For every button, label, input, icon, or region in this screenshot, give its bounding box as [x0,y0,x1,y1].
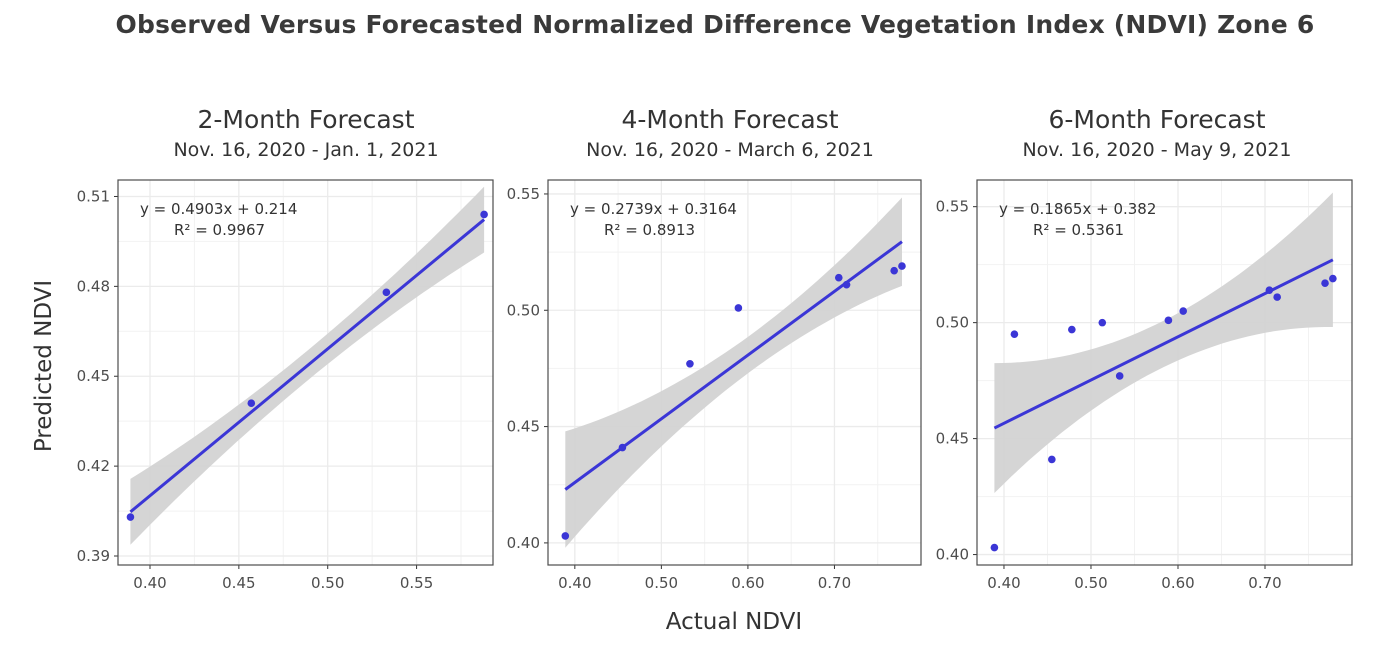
panel-3: 6-Month Forecast Nov. 16, 2020 - May 9, 2… [936,105,1353,592]
data-point [1273,293,1281,301]
y-tick-label: 0.45 [77,367,110,385]
y-tick-label: 0.42 [77,457,110,475]
data-point [1329,274,1337,283]
panel-subtitle: Nov. 16, 2020 - May 9, 2021 [1022,139,1291,161]
y-tick-label: 0.40 [507,534,540,552]
r-squared-label: R² = 0.5361 [1033,221,1124,239]
y-tick-label: 0.55 [507,185,540,203]
x-tick-label: 0.40 [558,574,591,592]
x-tick-label: 0.55 [400,574,433,592]
data-point [834,273,843,282]
panel-title: 4-Month Forecast [621,105,838,134]
chart-title: Observed Versus Forecasted Normalized Di… [115,10,1315,39]
x-axis-label: Actual NDVI [665,609,803,635]
y-tick-label: 0.48 [77,277,110,295]
x-tick-label: 0.50 [1074,574,1107,592]
y-tick-label: 0.39 [77,547,110,565]
y-tick-label: 0.45 [507,418,540,436]
panel-border [547,179,922,566]
y-tick-label: 0.51 [77,187,110,205]
data-point [382,288,391,297]
y-tick-label: 0.55 [936,198,969,216]
panel-border [976,179,1353,566]
data-point [890,266,898,275]
panel-border [117,179,494,566]
x-tick-label: 0.50 [311,574,344,592]
x-tick-label: 0.45 [222,574,255,592]
regression-line [564,240,903,491]
data-point [1179,307,1188,315]
data-point [247,399,256,408]
panel-subtitle: Nov. 16, 2020 - Jan. 1, 2021 [173,139,438,161]
data-point [990,543,999,552]
data-point [686,359,694,368]
y-tick-label: 0.45 [936,430,969,448]
data-point [480,210,488,219]
data-point [561,532,570,540]
r-squared-label: R² = 0.9967 [174,221,265,239]
x-tick-label: 0.60 [731,574,764,592]
equation-label: y = 0.4903x + 0.214 [140,200,297,218]
data-point [1068,325,1076,334]
y-tick-label: 0.50 [507,301,540,319]
panel-1: 2-Month Forecast Nov. 16, 2020 - Jan. 1, … [77,105,494,592]
x-tick-label: 0.40 [133,574,166,592]
x-tick-label: 0.70 [818,574,851,592]
regression-line [993,258,1334,430]
panel-title: 2-Month Forecast [197,105,414,134]
data-point [126,513,135,521]
x-tick-label: 0.60 [1161,574,1194,592]
r-squared-label: R² = 0.8913 [604,221,695,239]
data-point [734,304,743,312]
panel-2: 4-Month Forecast Nov. 16, 2020 - March 6,… [507,105,922,592]
data-point [1115,372,1124,380]
data-point [1098,318,1107,327]
y-tick-label: 0.50 [936,314,969,332]
y-tick-label: 0.40 [936,546,969,564]
x-tick-label: 0.50 [645,574,678,592]
data-point [1321,279,1329,288]
data-point [1048,455,1056,464]
data-point [1164,316,1173,325]
data-point [1010,330,1019,339]
panel-title: 6-Month Forecast [1048,105,1265,134]
regression-line [129,218,486,514]
panel-subtitle: Nov. 16, 2020 - March 6, 2021 [586,139,874,161]
equation-label: y = 0.2739x + 0.3164 [570,200,737,218]
x-tick-label: 0.70 [1248,574,1281,592]
data-point [898,262,906,270]
equation-label: y = 0.1865x + 0.382 [999,200,1156,218]
x-tick-label: 0.40 [987,574,1020,592]
confidence-band [565,197,902,548]
